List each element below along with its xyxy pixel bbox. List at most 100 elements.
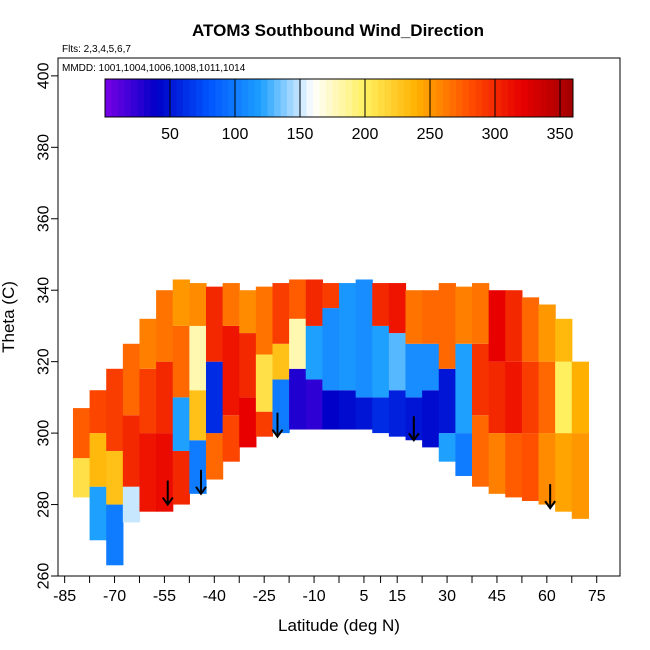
colorbar-segment-48 [417, 79, 424, 117]
colorbar-segment-2 [118, 79, 125, 117]
heatmap-cell-8-1 [205, 361, 224, 434]
heatmap-cell-19-1 [388, 333, 407, 391]
heatmap-cell-28-2 [538, 304, 556, 362]
heatmap-cell-16-1 [339, 283, 357, 391]
colorbar-segment-43 [384, 79, 392, 117]
colorbar-segment-41 [371, 79, 379, 117]
colorbar-tick-label-0: 50 [161, 126, 179, 143]
colorbar-segment-60 [495, 79, 502, 117]
heatmap-cell-24-2 [472, 283, 490, 344]
heatmap-cell-24-0 [472, 415, 490, 487]
heatmap-cell-25-0 [488, 433, 506, 494]
colorbar-segment-8 [157, 79, 164, 117]
heatmap-cell-3-2 [122, 343, 141, 416]
heatmap-cell-1-0 [89, 486, 107, 541]
heatmap-cell-3-0 [122, 486, 141, 523]
heatmap-cell-24-1 [472, 343, 490, 416]
colorbar: 50 100 150 200 250 300 350 [104, 78, 574, 143]
heatmap-cell-23-2 [455, 286, 473, 344]
heatmap-cell-0-0 [72, 458, 91, 498]
y-tick-label-0: 260 [36, 563, 53, 590]
heatmap-cell-21-2 [422, 290, 440, 344]
colorbar-segment-67 [540, 79, 548, 117]
heatmap-cell-15-1 [322, 308, 340, 391]
colorbar-segment-14 [196, 79, 203, 117]
colorbar-segment-32 [313, 79, 320, 117]
colorbar-segment-39 [358, 79, 366, 117]
colorbar-segment-35 [332, 79, 340, 117]
x-tick-label-9: 45 [488, 588, 506, 605]
colorbar-segment-58 [482, 79, 489, 117]
x-tick-label-2: -55 [153, 588, 176, 605]
heatmap-cell-5-0 [156, 433, 174, 512]
colorbar-segment-23 [254, 79, 262, 117]
heatmap-cell-6-0 [172, 450, 190, 505]
colorbar-segment-33 [319, 79, 327, 117]
x-tick-label-6: 5 [359, 588, 368, 605]
colorbar-segment-6 [144, 79, 151, 117]
heatmap-cell-1-1 [89, 433, 107, 487]
colorbar-segment-31 [306, 79, 314, 117]
heatmap-cell-6-1 [172, 397, 190, 451]
colorbar-tick-label-2: 150 [287, 126, 314, 143]
colorbar-segment-69 [553, 79, 561, 117]
arrow-marker-3 [408, 416, 420, 442]
colorbar-frame [104, 78, 574, 118]
colorbar-segment-21 [241, 79, 249, 117]
heatmap-cell-23-0 [455, 433, 473, 476]
colorbar-segment-63 [514, 79, 522, 117]
arrow-marker-1 [195, 469, 207, 496]
heatmap-cell-25-2 [488, 290, 506, 362]
colorbar-segment-46 [404, 79, 411, 117]
colorbar-tick-label-1: 100 [222, 126, 249, 143]
heatmap-cell-17-0 [355, 397, 373, 430]
heatmap-cell-9-0 [222, 415, 240, 462]
heatmap-cell-2-2 [106, 368, 124, 451]
heatmap-cell-30-0 [571, 433, 590, 519]
y-axis-label: Theta (C) [0, 281, 18, 353]
heatmap-cell-6-2 [172, 325, 190, 398]
heatmap-cell-20-2 [405, 290, 423, 344]
colorbar-segment-3 [124, 79, 132, 117]
x-tick-label-8: 30 [438, 588, 456, 605]
heatmap-cell-29-1 [555, 361, 573, 434]
colorbar-segment-30 [300, 79, 307, 117]
y-tick-label-6: 380 [36, 134, 53, 161]
colorbar-segment-28 [287, 79, 294, 117]
heatmap-cell-20-1 [405, 343, 423, 398]
heatmap-cell-21-1 [422, 343, 440, 391]
arrow-marker-4 [544, 484, 556, 510]
x-axis: -85 -70 -55 -40 -25 -10 5 15 30 45 60 75 [53, 576, 606, 605]
colorbar-segment-51 [436, 79, 444, 117]
heatmap-cell-22-1 [438, 368, 456, 434]
chart-title: ATOM3 Southbound Wind_Direction [192, 21, 484, 40]
colorbar-segment-61 [501, 79, 509, 117]
heatmap-cell-12-0 [272, 379, 290, 434]
heatmap-cell-19-0 [388, 390, 407, 437]
colorbar-segment-56 [469, 79, 476, 117]
heatmap-cell-7-1 [189, 390, 207, 441]
heatmap-cell-19-2 [388, 283, 407, 334]
heatmap-cell-27-0 [521, 433, 540, 501]
colorbar-segment-34 [326, 79, 333, 117]
heatmap-cell-18-0 [372, 397, 390, 434]
heatmap-cell-22-2 [438, 283, 456, 369]
colorbar-segment-18 [222, 79, 229, 117]
heatmap-cell-22-0 [438, 433, 456, 462]
heatmap-cell-10-0 [239, 397, 257, 448]
colorbar-segment-17 [215, 79, 223, 117]
heatmap-cell-15-0 [322, 390, 340, 430]
heatmap-cell-7-0 [189, 440, 207, 494]
heatmap-cell-11-0 [255, 411, 274, 437]
colorbar-segment-57 [475, 79, 483, 117]
heatmap-cell-7-2 [189, 325, 207, 391]
heatmap-cell-10-2 [239, 290, 257, 334]
colorbar-segment-0 [105, 79, 112, 117]
colorbar-segment-5 [137, 79, 145, 117]
x-tick-label-4: -25 [253, 588, 276, 605]
x-tick-label-5: -10 [302, 588, 325, 605]
arrow-marker-0 [161, 480, 174, 507]
heatmap-cell-12-2 [272, 283, 290, 344]
heatmap-cell-4-0 [139, 433, 157, 512]
